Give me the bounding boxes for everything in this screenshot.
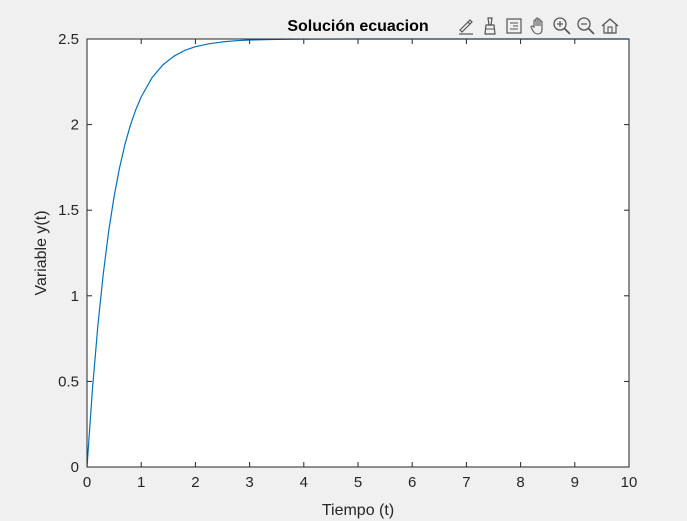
home-icon bbox=[601, 18, 619, 34]
axes-area[interactable] bbox=[87, 39, 629, 467]
x-tick-label: 4 bbox=[300, 474, 308, 491]
data-tip-button[interactable] bbox=[479, 15, 501, 37]
axes-toolbar bbox=[455, 14, 621, 38]
x-tick-label: 3 bbox=[245, 474, 253, 491]
legend-button[interactable] bbox=[503, 15, 525, 37]
zoom-in-button[interactable] bbox=[551, 15, 573, 37]
axes-box bbox=[86, 38, 630, 468]
brush-edit-icon bbox=[459, 19, 473, 35]
zoom-in-icon bbox=[553, 17, 571, 35]
legend-icon bbox=[506, 18, 522, 34]
data-tip-icon bbox=[484, 17, 496, 35]
x-tick-label: 2 bbox=[191, 474, 199, 491]
x-axis-label: Tiempo (t) bbox=[322, 502, 394, 519]
x-tick-label: 10 bbox=[621, 474, 638, 491]
y-tick-label: 2 bbox=[71, 117, 79, 134]
pan-hand-icon bbox=[530, 17, 543, 35]
x-tick-label: 7 bbox=[462, 474, 470, 491]
pan-button[interactable] bbox=[527, 15, 549, 37]
y-tick-label: 2.5 bbox=[58, 31, 79, 48]
y-tick-label: 1 bbox=[71, 288, 79, 305]
y-axis-label: Variable y(t) bbox=[33, 210, 50, 295]
x-tick-label: 8 bbox=[516, 474, 524, 491]
y-tick-label: 1.5 bbox=[58, 202, 79, 219]
home-button[interactable] bbox=[599, 15, 621, 37]
y-tick-label: 0.5 bbox=[58, 373, 79, 390]
x-tick-label: 0 bbox=[83, 474, 91, 491]
x-tick-label: 6 bbox=[408, 474, 416, 491]
chart-title: Solución ecuacion bbox=[287, 18, 428, 35]
x-tick-label: 1 bbox=[137, 474, 145, 491]
x-tick-label: 5 bbox=[354, 474, 362, 491]
brush-button[interactable] bbox=[455, 15, 477, 37]
zoom-out-button[interactable] bbox=[575, 15, 597, 37]
tick-labels-layer: 0 1 2 3 4 5 6 7 8 9 10 0 0.5 1 1.5 2 2.5 bbox=[58, 31, 637, 491]
x-tick-label: 9 bbox=[571, 474, 579, 491]
zoom-out-icon bbox=[577, 17, 595, 35]
y-tick-label: 0 bbox=[71, 459, 79, 476]
